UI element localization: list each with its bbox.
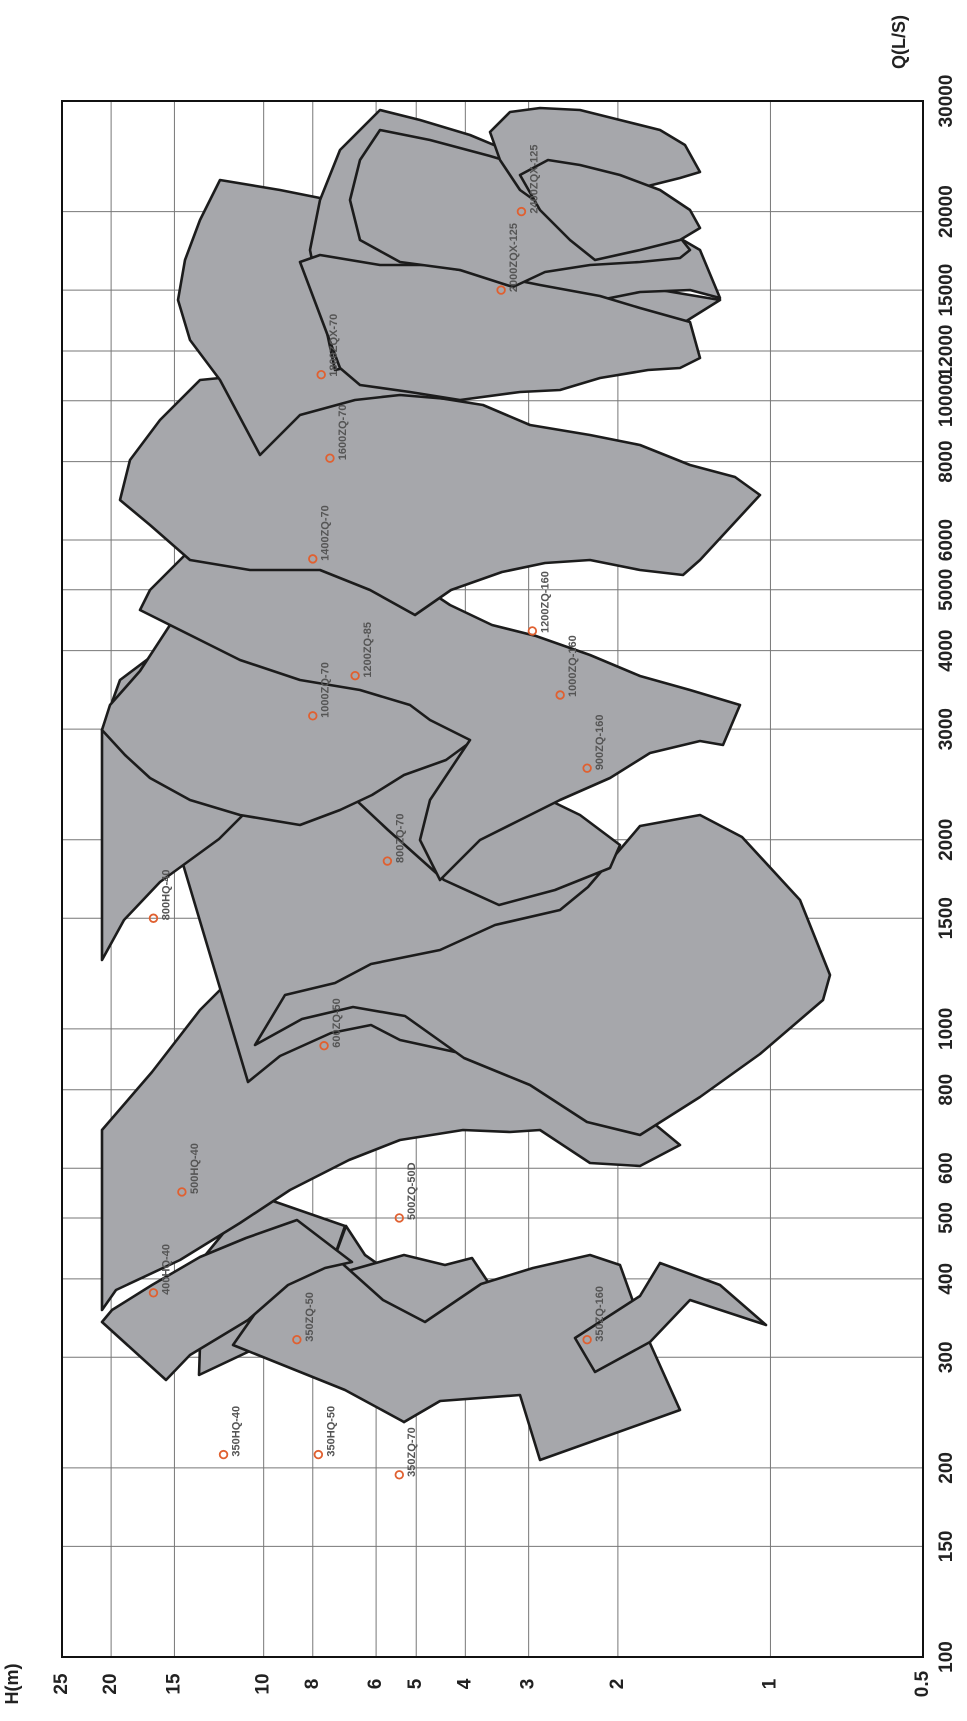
pump-model-label: 500HQ-40 <box>189 1143 201 1194</box>
operating-point-marker <box>325 453 335 463</box>
pump-model-label: 350HQ-40 <box>230 1406 242 1457</box>
operating-point-marker <box>582 1334 592 1345</box>
x-tick-label: 5000 <box>936 569 957 611</box>
pump-model-label: 1200ZQ-85 <box>362 622 374 678</box>
operating-point-marker <box>308 711 318 721</box>
pump-model-label: 1600ZQ-70 <box>337 405 349 461</box>
x-tick-label: 10000 <box>936 374 957 427</box>
pump-zone <box>253 813 832 1137</box>
y-tick-label: 3 <box>518 1679 539 1690</box>
x-tick-label: 100 <box>936 1641 957 1673</box>
operating-point-marker <box>148 913 159 923</box>
x-tick-label: 4000 <box>936 630 957 672</box>
x-tick-label: 15000 <box>936 264 957 317</box>
pump-model-label: 350ZQ-70 <box>406 1427 418 1477</box>
x-tick-label: 200 <box>936 1452 957 1484</box>
pump-model-label: 1800ZQX-70 <box>328 314 340 377</box>
pump-model-label: 600ZQ-50 <box>331 998 343 1048</box>
x-tick-label: 300 <box>936 1341 957 1373</box>
pump-zone <box>100 1218 354 1382</box>
x-axis-label: Q(L/S) <box>889 15 909 69</box>
operating-point-marker <box>394 1213 404 1223</box>
x-tick-label: 1000 <box>936 1008 957 1050</box>
x-tick-label: 1500 <box>936 897 957 939</box>
pump-model-label: 500ZQ-50D <box>406 1162 418 1220</box>
pump-model-label: 800HQ-40 <box>160 869 172 920</box>
operating-point-marker <box>292 1334 302 1345</box>
y-tick-label: 5 <box>405 1678 426 1689</box>
y-tick-label: 10 <box>253 1673 274 1694</box>
pump-model-label: 1000ZQ-70 <box>320 662 332 718</box>
pump-model-label: 400HQ-40 <box>160 1244 172 1295</box>
tick-layer: 100 150 200 300 400 500 600 800 1000 1500 2000 3000… <box>51 75 957 1698</box>
x-tick-label: 3000 <box>936 708 957 750</box>
pump-model-label: 1000ZQ-160 <box>567 635 579 697</box>
y-tick-label: 6 <box>365 1679 386 1690</box>
plot-frame <box>61 100 924 1658</box>
x-tick-label: 150 <box>936 1531 957 1563</box>
y-tick-label: 2 <box>607 1679 628 1690</box>
x-tick-label: 800 <box>936 1074 957 1106</box>
operating-point-marker <box>527 626 538 636</box>
y-tick-label: 4 <box>454 1678 475 1689</box>
pump-zone <box>298 253 702 402</box>
operating-point-marker <box>308 554 318 564</box>
operating-point-marker <box>177 1187 187 1197</box>
label-layer: 350HQ-40 350HQ-50 350ZQ-70 350ZQ-50 400HQ-40… <box>148 145 606 1480</box>
pump-model-label: 900ZQ-160 <box>594 715 606 771</box>
pump-model-label: 350HQ-50 <box>325 1406 337 1457</box>
operating-point-marker <box>394 1470 404 1480</box>
x-tick-label: 8000 <box>936 440 957 482</box>
operating-point-marker <box>313 1449 324 1460</box>
pump-model-label: 1400ZQ-70 <box>320 505 332 561</box>
y-tick-label: 20 <box>100 1673 121 1694</box>
pump-zone <box>518 158 702 262</box>
pump-model-label: 350ZQ-50 <box>304 1292 316 1342</box>
operating-point-marker <box>555 690 565 700</box>
pump-model-label: 350ZQ-160 <box>594 1286 606 1342</box>
operating-point-marker <box>319 1041 329 1051</box>
x-tick-label: 400 <box>936 1263 957 1295</box>
operating-point-marker <box>496 285 506 295</box>
pump-zone <box>573 1261 768 1374</box>
x-tick-label: 30000 <box>936 75 957 128</box>
x-tick-label: 600 <box>936 1152 957 1184</box>
frame-layer <box>61 100 924 1658</box>
x-tick-label: 12000 <box>936 325 957 378</box>
y-tick-label: 0.5 <box>912 1670 933 1697</box>
operating-point-marker <box>218 1449 229 1460</box>
operating-point-marker <box>316 370 326 380</box>
y-tick-label: 15 <box>163 1673 184 1695</box>
operating-point-marker <box>582 763 592 773</box>
x-tick-label: 20000 <box>936 185 957 238</box>
operating-point-marker <box>350 670 360 681</box>
operating-point-marker <box>148 1288 159 1298</box>
operating-point-marker <box>516 206 527 217</box>
x-tick-label: 500 <box>936 1202 957 1234</box>
y-tick-label: 8 <box>302 1679 323 1690</box>
y-axis-label: H(m) <box>2 1664 22 1705</box>
pump-model-label: 2000ZQX-125 <box>508 223 520 292</box>
pump-model-label: 1200ZQ-160 <box>539 571 551 633</box>
y-tick-label: 25 <box>51 1673 72 1695</box>
operating-point-marker <box>382 856 393 866</box>
zone-layer <box>100 106 832 1462</box>
y-tick-label: 1 <box>759 1678 780 1689</box>
x-tick-label: 2000 <box>936 819 957 861</box>
x-tick-label: 6000 <box>936 519 957 561</box>
pump-model-label: 800ZQ-70 <box>394 813 406 863</box>
pump-model-label: 2400ZQX-125 <box>528 145 540 214</box>
